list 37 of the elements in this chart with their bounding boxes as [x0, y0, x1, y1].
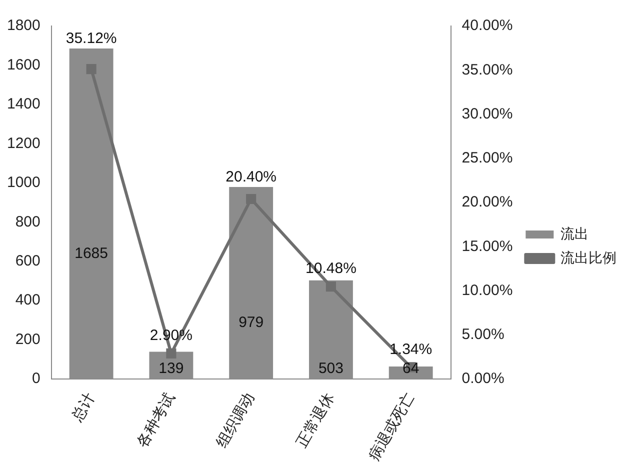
- x-tick-label: 正常退休: [293, 390, 338, 451]
- y2-tick-label: 20.00%: [462, 194, 513, 211]
- x-tick-label: 总计: [68, 390, 98, 426]
- data-label: 1685: [74, 244, 108, 262]
- y-tick-label: 1600: [6, 56, 40, 74]
- y-tick-label: 1800: [6, 17, 40, 34]
- data-label: 979: [238, 314, 264, 332]
- y-tick-label: 1400: [6, 96, 40, 113]
- y-tick-label: 600: [15, 252, 40, 270]
- y2-tick-label: 15.00%: [462, 238, 513, 255]
- x-tick-label: 病退或死亡: [366, 390, 418, 464]
- y-tick-label: 800: [15, 213, 40, 230]
- y-tick-label: 400: [15, 292, 40, 309]
- y2-tick-label: 5.00%: [462, 326, 504, 344]
- y2-tick-label: 10.00%: [462, 282, 513, 299]
- y2-tick-label: 40.00%: [462, 17, 513, 34]
- data-label: 35.12%: [66, 30, 117, 48]
- point: [326, 282, 336, 292]
- y-tick-label: 200: [15, 330, 40, 348]
- data-label: 503: [318, 360, 344, 378]
- x-tick-label: 组织调动: [213, 390, 258, 451]
- y-tick-label: 0: [32, 370, 40, 388]
- y-tick-label: 1000: [6, 174, 40, 192]
- y2-tick-label: 25.00%: [462, 150, 513, 167]
- y2-tick-label: 30.00%: [462, 105, 513, 122]
- point: [246, 194, 256, 204]
- y2-tick-label: 0.00%: [462, 370, 504, 388]
- y2-tick-label: 35.00%: [462, 61, 513, 78]
- x-tick-label: 各种考试: [134, 390, 178, 451]
- data-label: 64: [402, 360, 420, 378]
- point: [166, 348, 176, 358]
- point: [86, 64, 96, 74]
- legend-label: 流出比例: [560, 249, 617, 266]
- y-tick-label: 1200: [6, 134, 40, 152]
- data-label: 20.40%: [226, 168, 277, 186]
- data-label: 139: [158, 360, 184, 378]
- legend-label: 流出: [560, 225, 589, 242]
